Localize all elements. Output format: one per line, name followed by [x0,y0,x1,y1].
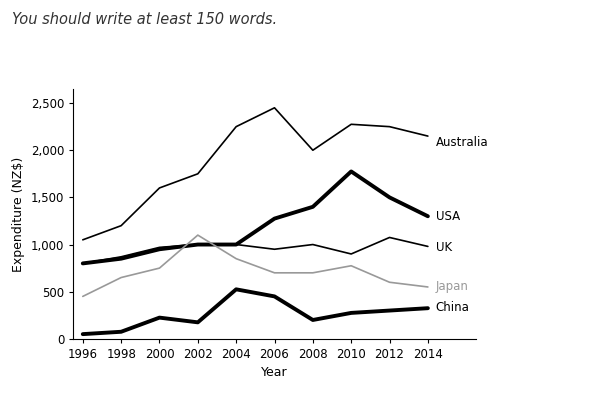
Text: Japan: Japan [436,279,468,292]
X-axis label: Year: Year [261,366,288,379]
Text: Australia: Australia [436,136,488,149]
Text: USA: USA [436,210,460,223]
Text: UK: UK [436,241,451,254]
Text: You should write at least 150 words.: You should write at least 150 words. [12,12,278,27]
Y-axis label: Expenditure (NZ$): Expenditure (NZ$) [12,156,25,271]
Text: China: China [436,301,470,314]
